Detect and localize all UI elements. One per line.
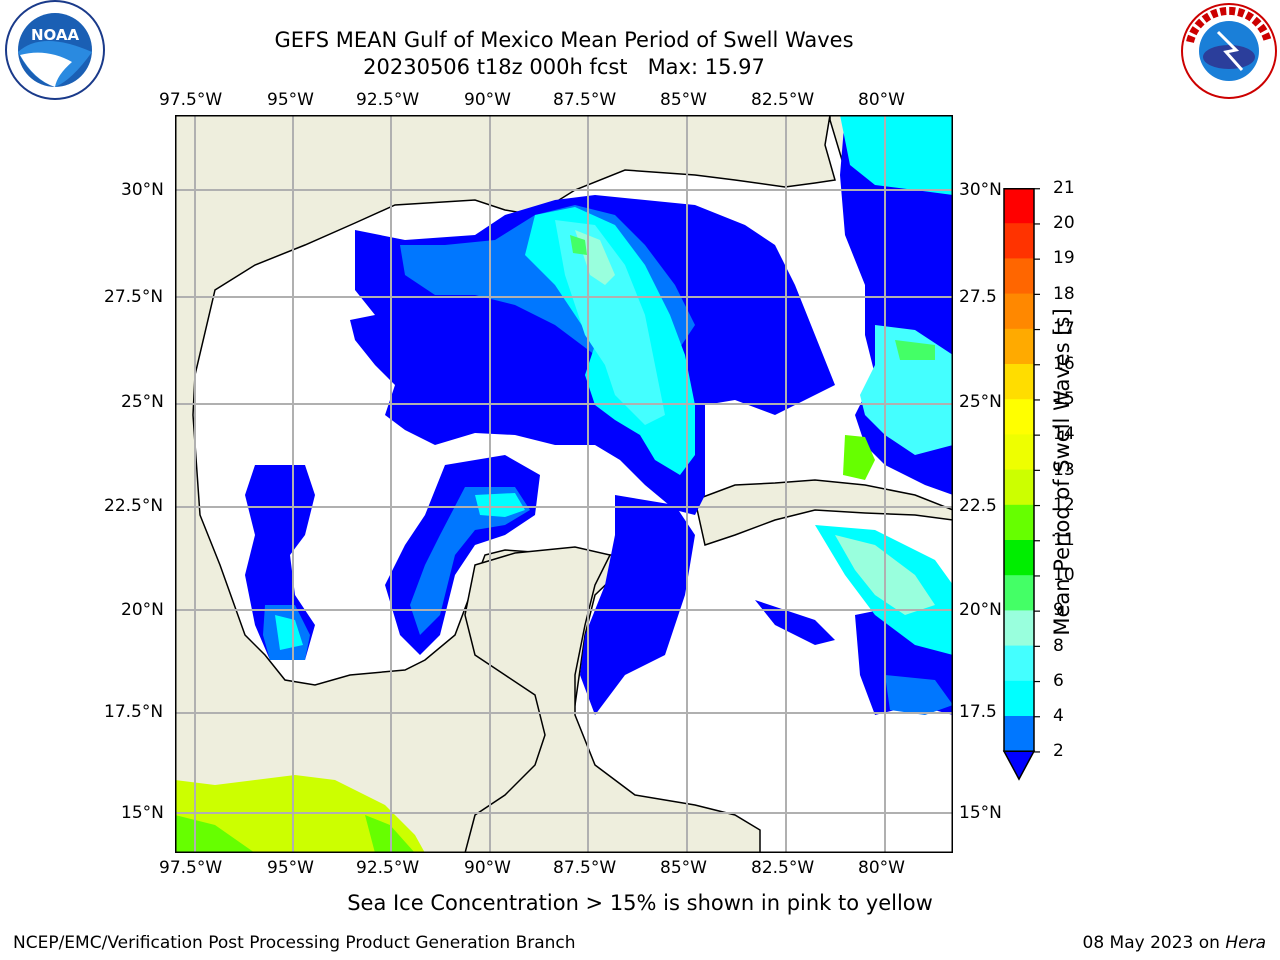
colorbar-tick-label: 12: [1053, 494, 1075, 515]
lon-label-bottom: 95°W: [267, 858, 314, 878]
lon-label-bottom: 82.5°W: [751, 858, 815, 878]
lon-label-top: 97.5°W: [159, 90, 223, 110]
footer-date-text: 08 May 2023 on: [1082, 933, 1226, 953]
lat-label-right: 30°N: [959, 180, 1002, 200]
lat-label-left: 30°N: [121, 180, 164, 200]
lon-label-top: 95°W: [267, 90, 314, 110]
colorbar-bin: [1004, 434, 1034, 471]
colorbar-label: Mean Period of Swell Waves [s]: [1050, 308, 1074, 636]
lon-label-top: 87.5°W: [553, 90, 617, 110]
colorbar-bin: [1004, 645, 1034, 682]
lat-label-right: 25°N: [959, 392, 1002, 412]
colorbar-bin: [1004, 188, 1034, 224]
colorbar-tick-label: 11: [1053, 530, 1075, 550]
colorbar-bin: [1004, 328, 1034, 365]
national-weather-service-logo: [1181, 3, 1277, 99]
map-gridlines: [175, 115, 953, 853]
noaa-logo: NOAA: [5, 0, 105, 100]
chart-title: GEFS MEAN Gulf of Mexico Mean Period of …: [274, 28, 854, 52]
sea-ice-note: Sea Ice Concentration > 15% is shown in …: [347, 891, 933, 915]
colorbar-bin: [1004, 293, 1034, 330]
colorbar-tick-label: 6: [1053, 670, 1064, 691]
svg-text:NOAA: NOAA: [31, 26, 80, 44]
lon-label-bottom: 80°W: [858, 858, 905, 878]
cuba-land: [694, 479, 953, 546]
footer-date: 08 May 2023 on Hera: [1083, 933, 1267, 953]
colorbar-bin: [1004, 680, 1034, 717]
colorbar-tick-label: 13: [1053, 459, 1075, 480]
lat-label-left: 15°N: [121, 803, 164, 823]
lon-label-bottom: 85°W: [660, 858, 707, 878]
colorbar-tick-label: 14: [1053, 424, 1075, 445]
colorbar-bin: [1004, 575, 1034, 611]
colorbar-tick-label: 21: [1053, 178, 1075, 198]
colorbar-bin: [1004, 469, 1034, 506]
colorbar-tick-label: 17: [1053, 318, 1075, 339]
lon-label-top: 80°W: [858, 90, 905, 110]
colorbar-tick-label: 19: [1053, 248, 1075, 269]
colorbar: [1002, 188, 1040, 781]
lat-label-left: 22.5°N: [104, 496, 164, 516]
colorbar-tick-label: 4: [1053, 706, 1064, 726]
chart-subtitle: 20230506 t18z 000h fcst Max: 15.97: [363, 55, 765, 79]
swell-period-field: [245, 115, 953, 715]
lon-label-bottom: 92.5°W: [356, 858, 420, 878]
lat-label-left: 20°N: [121, 600, 164, 620]
colorbar-tick-label: 2: [1053, 741, 1064, 762]
lon-label-bottom: 97.5°W: [159, 858, 223, 878]
lat-label-right: 22.5: [959, 496, 997, 516]
sea-ice-area-green: [175, 815, 415, 853]
lon-label-top: 92.5°W: [356, 90, 420, 110]
colorbar-bin: [1004, 364, 1034, 400]
colorbar-tick-label: 9: [1053, 600, 1064, 621]
colorbar-bin: [1004, 716, 1034, 752]
lat-label-right: 15°N: [959, 803, 1002, 823]
map-border: [175, 115, 953, 853]
lat-label-left: 17.5°N: [104, 702, 164, 722]
lon-label-top: 82.5°W: [751, 90, 815, 110]
yucatan-land: [464, 546, 761, 853]
footer-host: Hera: [1225, 933, 1266, 953]
colorbar-bin: [1004, 610, 1034, 647]
lon-label-top: 85°W: [660, 90, 707, 110]
lat-label-left: 25°N: [121, 392, 164, 412]
lon-label-top: 90°W: [464, 90, 511, 110]
lat-label-right: 20°N: [959, 600, 1002, 620]
colorbar-tick-label: 20: [1053, 213, 1075, 234]
colorbar-extension: [1002, 750, 1036, 781]
colorbar-bin: [1004, 399, 1034, 435]
lon-label-bottom: 90°W: [464, 858, 511, 878]
colorbar-tick-label: 18: [1053, 283, 1075, 304]
colorbar-bin: [1004, 223, 1034, 259]
colorbar-bin: [1004, 258, 1034, 295]
lat-label-right: 27.5: [959, 287, 997, 307]
colorbar-tick-label: 15: [1053, 389, 1075, 410]
colorbar-tick-label: 8: [1053, 635, 1064, 656]
map-panel: [175, 115, 953, 853]
colorbar-bin: [1004, 540, 1034, 576]
lat-label-left: 27.5°N: [104, 287, 164, 307]
lon-label-bottom: 87.5°W: [553, 858, 617, 878]
colorbar-bin: [1004, 504, 1034, 541]
lat-label-right: 17.5: [959, 702, 997, 722]
colorbar-tick-label: 10: [1053, 565, 1075, 586]
footer-credit: NCEP/EMC/Verification Post Processing Pr…: [13, 933, 576, 953]
colorbar-tick-label: 16: [1053, 354, 1075, 374]
